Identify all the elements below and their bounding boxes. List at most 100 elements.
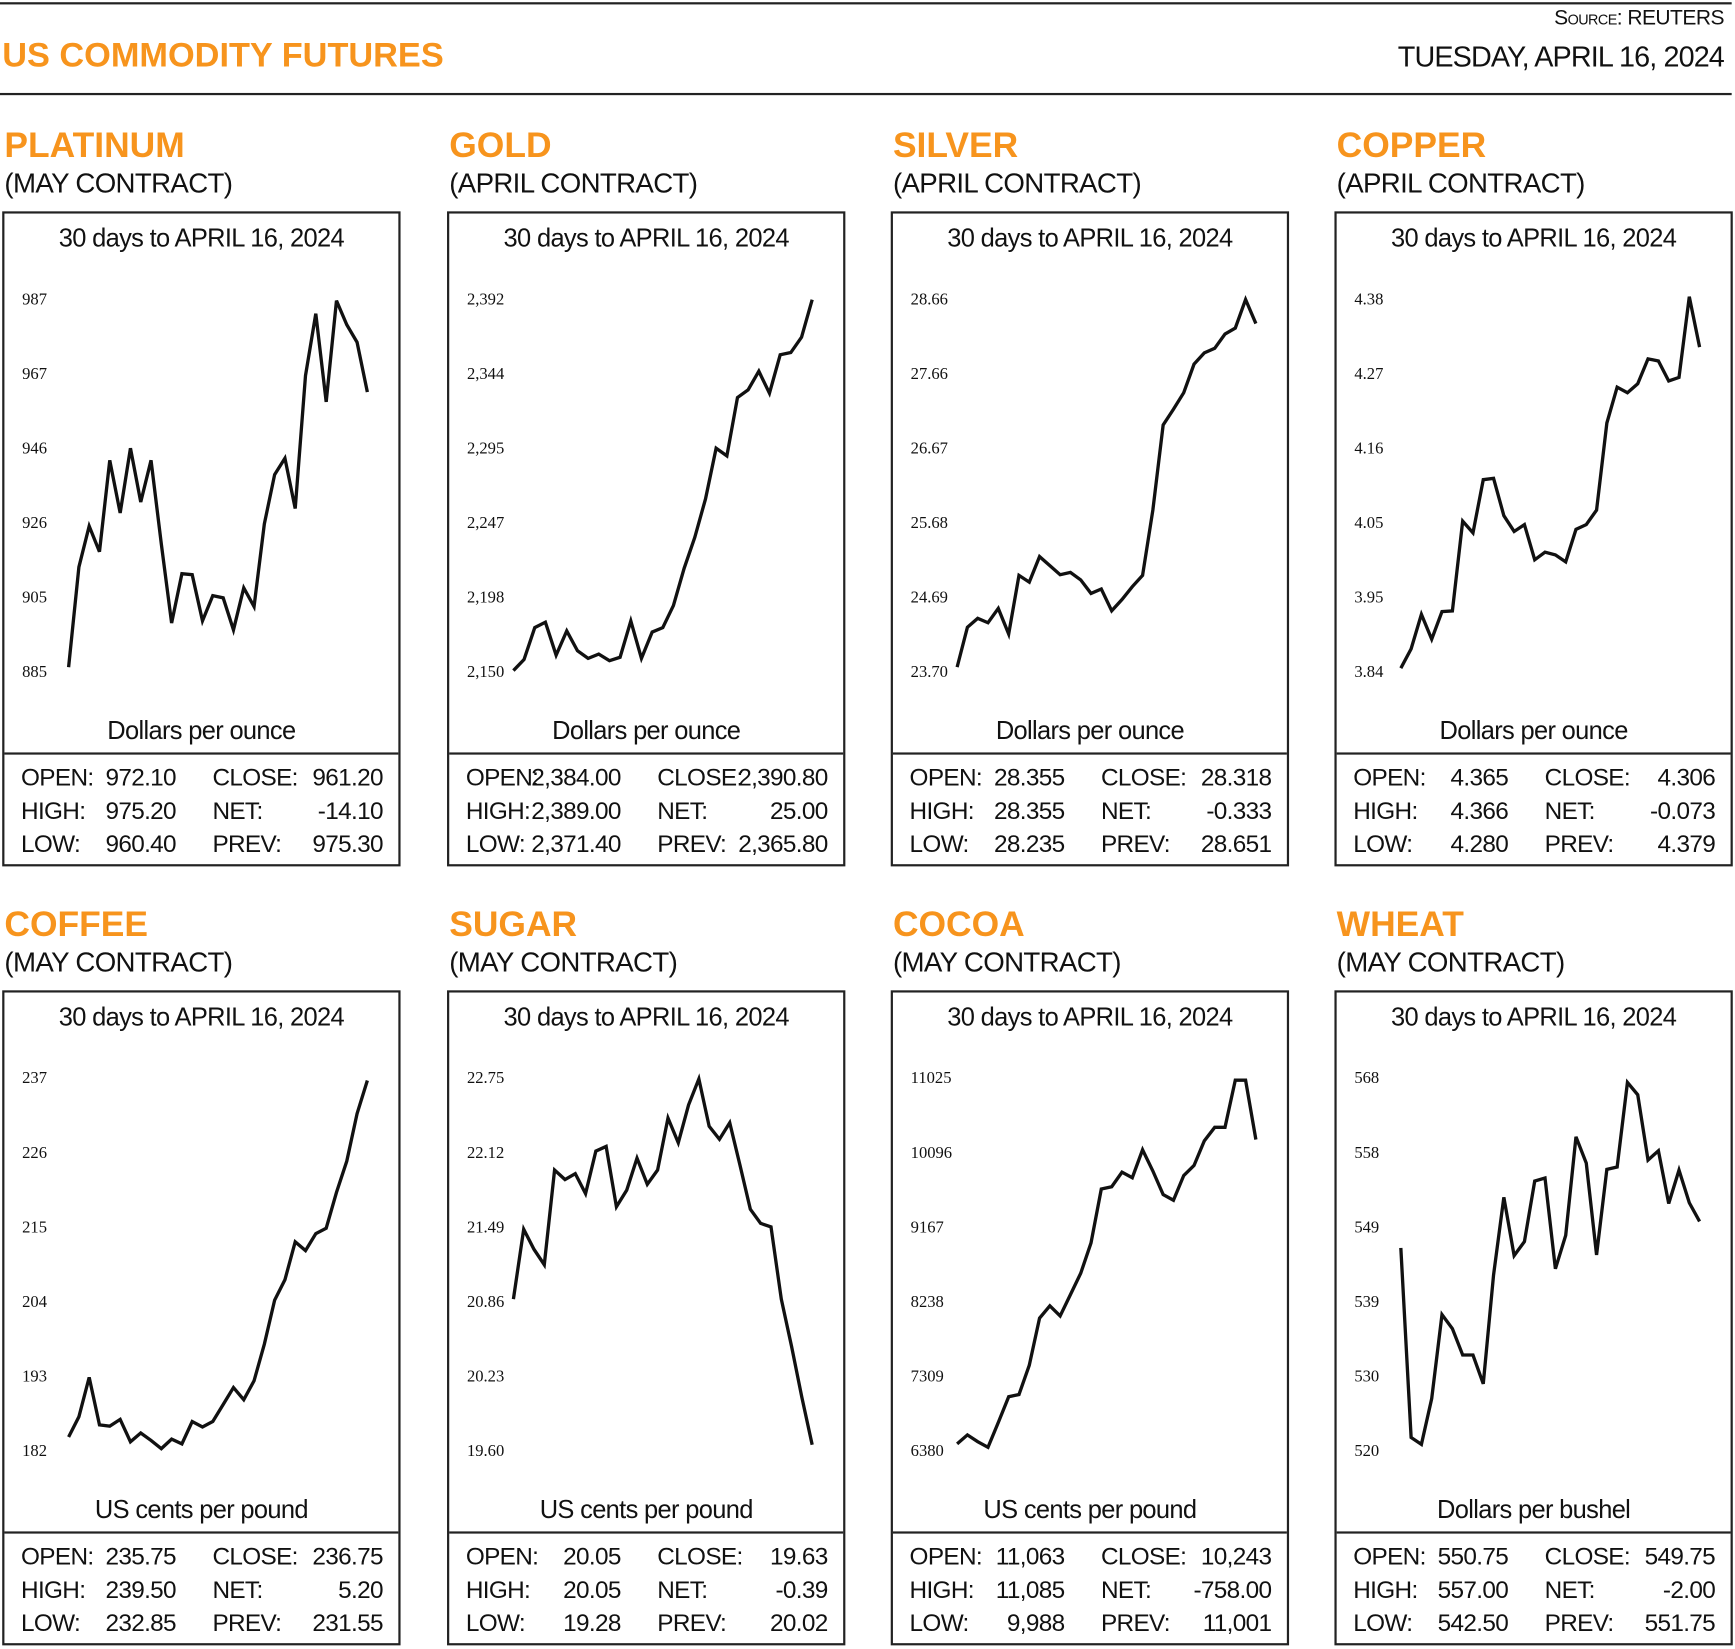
stats-divider bbox=[892, 752, 1287, 755]
line-chart: 11025 10096 9167 8238 7309 6380 bbox=[911, 1068, 1258, 1460]
line-chart: 568 558 549 539 530 520 bbox=[1354, 1068, 1702, 1460]
stat-label-open: OPEN: bbox=[909, 1542, 983, 1571]
chart-period: 30 days to APRIL 16, 2024 bbox=[1390, 223, 1677, 253]
y-tick-label: 3.84 bbox=[1354, 662, 1384, 681]
y-tick-label: 987 bbox=[22, 289, 47, 308]
stat-value-close: 961.20 bbox=[312, 763, 383, 792]
y-tick-label: 204 bbox=[22, 1292, 48, 1311]
stat-label-low: LOW: bbox=[21, 829, 81, 858]
y-tick-label: 2,392 bbox=[467, 289, 504, 308]
contract-label: (MAY CONTRACT) bbox=[449, 947, 678, 979]
contract-label: (APRIL CONTRACT) bbox=[892, 168, 1142, 200]
stat-value-prev: 551.75 bbox=[1644, 1608, 1716, 1637]
stats-divider bbox=[449, 752, 844, 755]
stat-label-close: CLOSE: bbox=[1100, 1542, 1187, 1571]
chart-period: 30 days to APRIL 16, 2024 bbox=[1390, 1002, 1677, 1032]
y-tick-label: 549 bbox=[1354, 1217, 1379, 1236]
y-tick-label: 20.23 bbox=[467, 1367, 504, 1386]
stat-label-open: OPEN: bbox=[465, 763, 539, 792]
y-tick-label: 530 bbox=[1354, 1367, 1379, 1386]
stat-value-open: 235.75 bbox=[105, 1542, 176, 1571]
stat-label-prev: PREV: bbox=[1544, 829, 1615, 858]
chart-box: 4.38 4.27 4.16 4.05 3.95 3.84 30 days to APRI… bbox=[1334, 211, 1733, 867]
stat-label-low: LOW: bbox=[465, 829, 526, 858]
y-tick-label: 28.66 bbox=[911, 289, 948, 308]
stat-label-prev: PREV: bbox=[212, 829, 282, 858]
stat-value-net: -0.333 bbox=[1206, 796, 1272, 825]
stat-label-net: NET: bbox=[1544, 796, 1596, 825]
price-line bbox=[67, 1080, 369, 1451]
chart-period: 30 days to APRIL 16, 2024 bbox=[58, 223, 345, 253]
price-line bbox=[956, 1078, 1258, 1450]
stat-label-low: LOW: bbox=[1353, 829, 1413, 858]
stat-value-net: -2.00 bbox=[1662, 1575, 1716, 1604]
stat-label-close: CLOSE: bbox=[1100, 763, 1187, 792]
commodity-title: COCOA bbox=[892, 904, 1025, 944]
stat-value-low: 960.40 bbox=[105, 829, 176, 858]
price-line bbox=[955, 295, 1258, 668]
stat-label-net: NET: bbox=[1100, 796, 1152, 825]
stat-value-high: 557.00 bbox=[1437, 1575, 1509, 1604]
stat-value-low: 2,371.40 bbox=[531, 829, 621, 858]
stat-value-prev: 231.55 bbox=[312, 1608, 383, 1637]
stat-label-prev: PREV: bbox=[657, 829, 727, 858]
y-tick-label: 182 bbox=[22, 1441, 47, 1460]
stat-value-close: 10,243 bbox=[1200, 1542, 1272, 1571]
y-tick-label: 226 bbox=[22, 1143, 47, 1162]
commodity-title: SUGAR bbox=[449, 904, 578, 944]
stat-value-high: 239.50 bbox=[105, 1575, 176, 1604]
stat-value-net: -0.073 bbox=[1650, 796, 1716, 825]
stat-value-net: -14.10 bbox=[317, 796, 384, 825]
stat-value-prev: 28.651 bbox=[1200, 829, 1272, 858]
stat-value-net: 5.20 bbox=[338, 1575, 383, 1604]
header-rule bbox=[0, 92, 1732, 96]
contract-label: (APRIL CONTRACT) bbox=[449, 168, 698, 200]
y-tick-label: 558 bbox=[1354, 1143, 1379, 1162]
stat-value-high: 20.05 bbox=[563, 1575, 621, 1604]
stat-value-low: 19.28 bbox=[563, 1608, 621, 1637]
stat-label-low: LOW: bbox=[1353, 1608, 1413, 1637]
stat-value-open: 972.10 bbox=[105, 763, 176, 792]
stat-value-net: -758.00 bbox=[1193, 1575, 1272, 1604]
chart-unit-label: US cents per pound bbox=[983, 1494, 1197, 1524]
chart-period: 30 days to APRIL 16, 2024 bbox=[947, 1002, 1233, 1032]
stat-label-close: CLOSE: bbox=[1544, 763, 1631, 792]
y-tick-label: 905 bbox=[22, 588, 47, 607]
contract-label: (MAY CONTRACT) bbox=[1336, 947, 1566, 979]
source-name: REUTERS bbox=[1627, 6, 1724, 30]
stats-divider bbox=[1336, 752, 1731, 755]
y-tick-label: 4.38 bbox=[1354, 289, 1383, 308]
stat-value-high: 2,389.00 bbox=[531, 796, 621, 825]
stat-label-prev: PREV: bbox=[1100, 829, 1171, 858]
stat-value-close: 236.75 bbox=[312, 1542, 383, 1571]
stat-value-prev: 20.02 bbox=[770, 1608, 828, 1637]
stats-divider bbox=[4, 752, 399, 755]
stat-label-net: NET: bbox=[1100, 1575, 1152, 1604]
y-tick-label: 7309 bbox=[911, 1367, 944, 1386]
stat-value-open: 2,384.00 bbox=[531, 763, 621, 792]
stat-label-low: LOW: bbox=[21, 1608, 81, 1637]
price-line bbox=[1399, 1078, 1702, 1448]
chart-box: 11025 10096 9167 8238 7309 6380 30 days to AP… bbox=[890, 990, 1290, 1646]
y-tick-label: 24.69 bbox=[911, 588, 948, 607]
stat-label-high: HIGH: bbox=[465, 796, 531, 825]
stat-label-close: CLOSE: bbox=[212, 763, 298, 792]
y-tick-label: 19.60 bbox=[467, 1441, 504, 1460]
stat-label-net: NET: bbox=[657, 796, 708, 825]
y-tick-label: 21.49 bbox=[467, 1217, 504, 1236]
stat-value-prev: 4.379 bbox=[1657, 829, 1716, 858]
y-tick-label: 2,150 bbox=[467, 662, 504, 681]
stat-value-prev: 11,001 bbox=[1202, 1608, 1272, 1637]
stat-label-low: LOW: bbox=[909, 1608, 970, 1637]
stat-label-open: OPEN: bbox=[1353, 1542, 1426, 1571]
chart-box: 22.75 22.12 21.49 20.86 20.23 19.60 30 days t… bbox=[447, 990, 846, 1646]
stat-value-close: 549.75 bbox=[1644, 1542, 1716, 1571]
y-tick-label: 2,295 bbox=[467, 438, 504, 457]
stat-value-close: 28.318 bbox=[1200, 763, 1272, 792]
y-tick-label: 2,247 bbox=[467, 513, 504, 532]
stat-label-net: NET: bbox=[657, 1575, 708, 1604]
chart-box: 2,392 2,344 2,295 2,247 2,198 2,150 30 days t… bbox=[447, 211, 846, 867]
y-tick-label: 23.70 bbox=[911, 662, 948, 681]
stats-divider bbox=[4, 1531, 399, 1534]
